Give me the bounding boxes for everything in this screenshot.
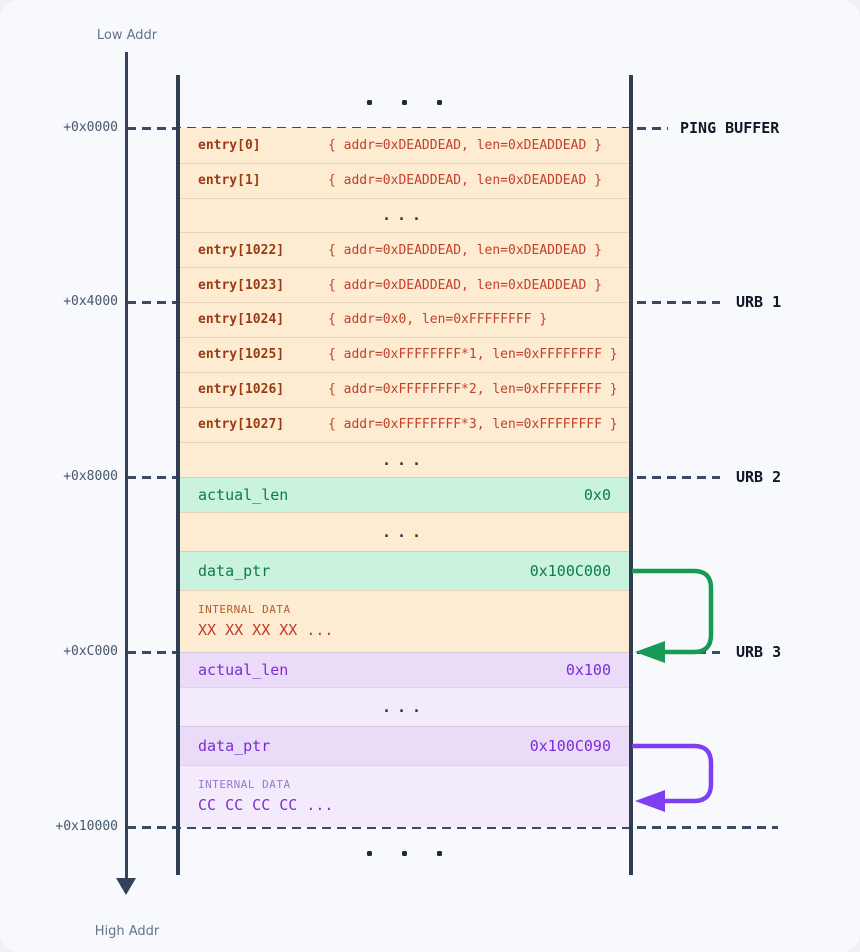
table-row-internal-data-urb3: INTERNAL DATA CC CC CC CC ... (180, 764, 629, 827)
entry-label: entry[1026] (198, 382, 285, 398)
entry-label: entry[1025] (198, 347, 285, 363)
green-data-ptr-arrow (632, 568, 714, 663)
urb2-label: URB 2 (736, 468, 782, 486)
internal-data-label: INTERNAL DATA (198, 603, 291, 617)
entry-value: { addr=0xFFFFFFFF*1, len=0xFFFFFFFF } (328, 347, 618, 363)
table-row-internal-data-urb2: INTERNAL DATA XX XX XX XX ... (180, 589, 629, 652)
ellipsis-dots-top (180, 100, 629, 105)
entry-value: { addr=0xDEADDEAD, len=0xDEADDEAD } (328, 242, 602, 258)
field-value: 0x100C090 (529, 736, 611, 755)
table-row-gap: ... (180, 197, 629, 233)
buffer-rows: entry[0] { addr=0xDEADDEAD, len=0xDEADDE… (180, 128, 629, 827)
axis-high-addr-label: High Addr (94, 924, 160, 939)
addr-offset-0x8000: +0x8000 (63, 469, 118, 484)
table-row-actual-len-urb2: actual_len 0x0 (180, 476, 629, 512)
buffer-left-wall (176, 75, 180, 875)
field-label: data_ptr (198, 736, 271, 755)
table-row-entry-1026: entry[1026] { addr=0xFFFFFFFF*2, len=0xF… (180, 371, 629, 407)
entry-value: { addr=0xDEADDEAD, len=0xDEADDEAD } (328, 277, 602, 293)
entry-value: { addr=0xDEADDEAD, len=0xDEADDEAD } (328, 173, 602, 189)
table-row-entry-0: entry[0] { addr=0xDEADDEAD, len=0xDEADDE… (180, 128, 629, 163)
entry-label: entry[1023] (198, 277, 285, 293)
table-row-gap: ... (180, 441, 629, 477)
table-row-entry-1024: entry[1024] { addr=0x0, len=0xFFFFFFFF } (180, 301, 629, 337)
table-row-entry-1027: entry[1027] { addr=0xFFFFFFFF*3, len=0xF… (180, 406, 629, 442)
dot-icon (367, 851, 372, 856)
table-row-entry-1022: entry[1022] { addr=0xDEADDEAD, len=0xDEA… (180, 232, 629, 268)
ellipsis-dots-bottom (180, 851, 629, 856)
entry-value: { addr=0xFFFFFFFF*2, len=0xFFFFFFFF } (328, 382, 618, 398)
entry-label: entry[1024] (198, 312, 285, 328)
field-value: 0x100 (565, 660, 611, 679)
addr-offset-0x0000: +0x0000 (63, 120, 118, 135)
entry-label: entry[1022] (198, 242, 285, 258)
entry-label: entry[0] (198, 137, 261, 153)
boundary-dash-end (127, 825, 778, 829)
urb3-label: URB 3 (736, 643, 782, 661)
gap-ellipsis: ... (381, 522, 428, 541)
entry-value: { addr=0xDEADDEAD, len=0xDEADDEAD } (328, 137, 602, 153)
entry-label: entry[1] (198, 173, 261, 189)
ping-buffer-label: PING BUFFER (680, 119, 780, 137)
internal-data-bytes: CC CC CC CC ... (198, 796, 334, 815)
urb1-label: URB 1 (736, 293, 782, 311)
axis-low-addr-label: Low Addr (96, 28, 158, 43)
field-label: actual_len (198, 485, 289, 504)
axis-arrowhead-icon (116, 878, 136, 895)
internal-data-bytes: XX XX XX XX ... (198, 621, 334, 640)
table-row-data-ptr-urb3: data_ptr 0x100C090 (180, 725, 629, 765)
dot-icon (402, 100, 407, 105)
dot-icon (367, 100, 372, 105)
table-row-entry-1: entry[1] { addr=0xDEADDEAD, len=0xDEADDE… (180, 162, 629, 198)
table-row-entry-1025: entry[1025] { addr=0xFFFFFFFF*1, len=0xF… (180, 336, 629, 372)
gap-ellipsis: ... (381, 697, 428, 716)
table-row-gap: ... (180, 511, 629, 551)
field-value: 0x100C000 (529, 561, 611, 580)
dot-icon (437, 851, 442, 856)
dot-icon (437, 100, 442, 105)
gap-ellipsis: ... (381, 450, 428, 469)
addr-offset-0x4000: +0x4000 (63, 294, 118, 309)
table-row-data-ptr-urb2: data_ptr 0x100C000 (180, 550, 629, 590)
entry-label: entry[1027] (198, 417, 285, 433)
buffer-right-wall (629, 75, 633, 875)
internal-data-label: INTERNAL DATA (198, 778, 291, 792)
dot-icon (402, 851, 407, 856)
purple-data-ptr-arrow (632, 743, 714, 812)
table-row-gap: ... (180, 686, 629, 726)
table-row-entry-1023: entry[1023] { addr=0xDEADDEAD, len=0xDEA… (180, 267, 629, 302)
address-axis-line (125, 52, 128, 878)
field-label: actual_len (198, 660, 289, 679)
table-row-actual-len-urb3: actual_len 0x100 (180, 651, 629, 687)
addr-offset-0x10000: +0x10000 (55, 819, 118, 834)
field-label: data_ptr (198, 561, 271, 580)
addr-offset-0xC000: +0xC000 (63, 644, 118, 659)
field-value: 0x0 (583, 485, 611, 504)
entry-value: { addr=0x0, len=0xFFFFFFFF } (328, 312, 548, 328)
entry-value: { addr=0xFFFFFFFF*3, len=0xFFFFFFFF } (328, 417, 618, 433)
gap-ellipsis: ... (381, 206, 428, 225)
